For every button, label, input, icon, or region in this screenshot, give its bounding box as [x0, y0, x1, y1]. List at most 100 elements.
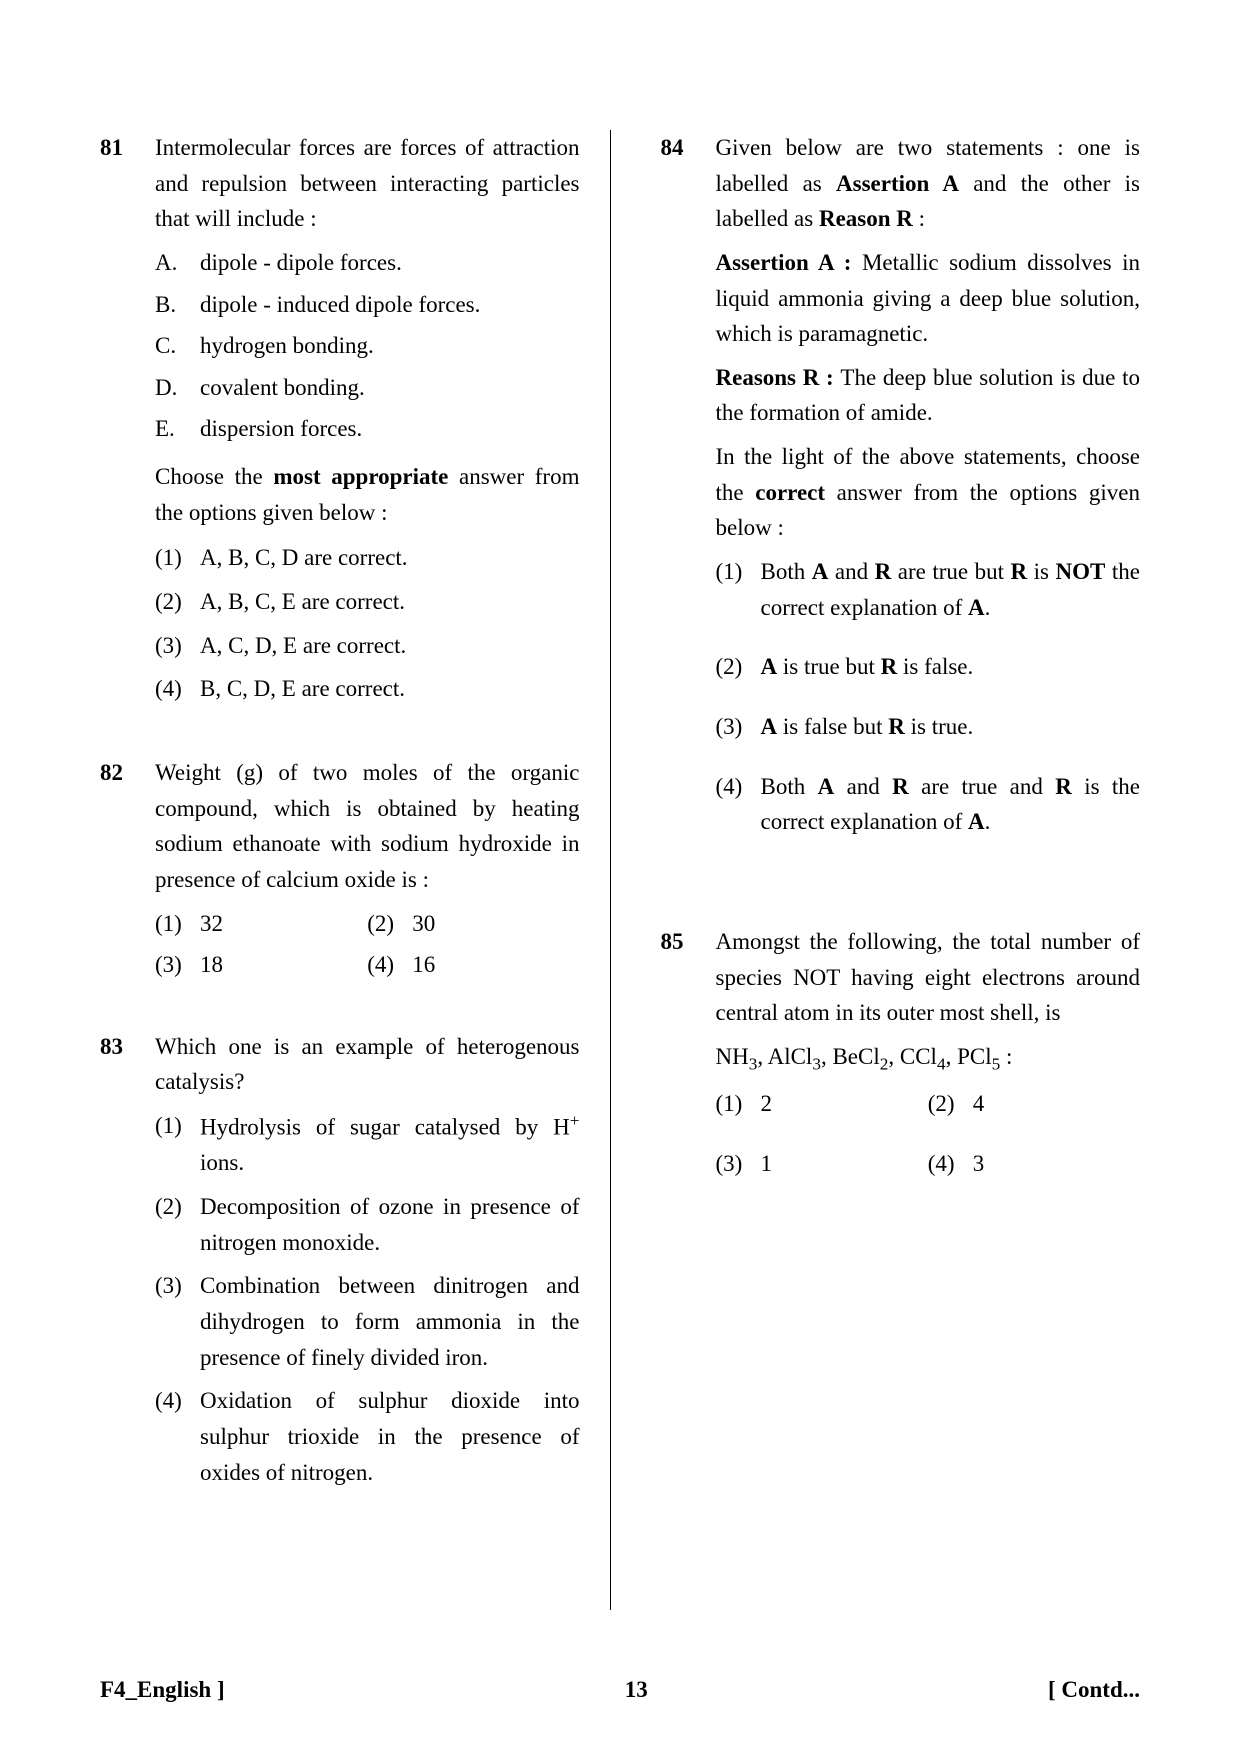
option-text: Combination between dinitrogen and dihyd…: [200, 1268, 580, 1375]
two-column-layout: 81 Intermolecular forces are forces of a…: [100, 130, 1140, 1610]
list-label: D.: [155, 370, 200, 406]
reason: Reasons R : The deep blue solution is du…: [716, 360, 1141, 431]
question-stem: Intermolecular forces are forces of attr…: [155, 130, 580, 237]
option-1: (1) Hydrolysis of sugar catalysed by H+ …: [155, 1108, 580, 1181]
option-text: B, C, D, E are correct.: [200, 671, 405, 707]
option-label: (2): [155, 584, 200, 620]
list-text: dipole - dipole forces.: [200, 245, 402, 281]
option-text: A, B, C, E are correct.: [200, 584, 405, 620]
option-1: (1) A, B, C, D are correct.: [155, 540, 580, 576]
option-4: (4) 16: [367, 947, 579, 983]
option-label: (1): [716, 1086, 761, 1122]
option-text: Both A and R are true but R is NOT the c…: [761, 554, 1141, 625]
list-item-a: A. dipole - dipole forces.: [155, 245, 580, 281]
question-body: Amongst the following, the total number …: [716, 924, 1141, 1206]
list-label: E.: [155, 411, 200, 447]
option-label: (2): [155, 1189, 200, 1260]
question-body: Intermolecular forces are forces of attr…: [155, 130, 580, 715]
option-text: 2: [761, 1086, 773, 1122]
choose-prompt: Choose the most appropriate answer from …: [155, 459, 580, 530]
option-3: (3) 1: [716, 1146, 928, 1182]
opt-post: ions.: [200, 1150, 244, 1175]
assertion-label: Assertion A :: [716, 250, 862, 275]
option-label: (2): [928, 1086, 973, 1122]
option-label: (4): [716, 769, 761, 840]
option-label: (1): [155, 906, 200, 942]
footer-right: [ Contd...: [1048, 1677, 1140, 1703]
option-text: 30: [412, 906, 435, 942]
question-number: 85: [661, 924, 716, 1206]
page-footer: F4_English ] 13 [ Contd...: [100, 1677, 1140, 1703]
option-label: (1): [155, 540, 200, 576]
options: (1) Both A and R are true but R is NOT t…: [716, 554, 1141, 840]
choose-prompt: In the light of the above statements, ch…: [716, 439, 1141, 546]
footer-left: F4_English ]: [100, 1677, 225, 1703]
option-label: (4): [367, 947, 412, 983]
option-row: (3) 1 (4) 3: [716, 1146, 1141, 1182]
list-item-d: D. covalent bonding.: [155, 370, 580, 406]
list-item-e: E. dispersion forces.: [155, 411, 580, 447]
option-label: (2): [716, 649, 761, 685]
option-3: (3) A, C, D, E are correct.: [155, 628, 580, 664]
question-body: Which one is an example of heterogenous …: [155, 1029, 580, 1498]
option-text: 16: [412, 947, 435, 983]
footer-center: 13: [625, 1677, 648, 1703]
option-4: (4) 3: [928, 1146, 1140, 1182]
option-row: (1) 32 (2) 30: [155, 906, 580, 942]
option-label: (1): [155, 1108, 200, 1181]
prompt-bold: correct: [755, 480, 825, 505]
reason-label: Reasons R :: [716, 365, 841, 390]
prompt-bold: most appropriate: [273, 464, 448, 489]
option-4: (4) Both A and R are true and R is the c…: [716, 769, 1141, 840]
question-83: 83 Which one is an example of heterogeno…: [100, 1029, 580, 1498]
option-label: (3): [155, 1268, 200, 1375]
option-2: (2) A, B, C, E are correct.: [155, 584, 580, 620]
option-3: (3) A is false but R is true.: [716, 709, 1141, 745]
list-text: covalent bonding.: [200, 370, 365, 406]
option-1: (1) 2: [716, 1086, 928, 1122]
list-label: B.: [155, 287, 200, 323]
option-text: Both A and R are true and R is the corre…: [761, 769, 1141, 840]
option-text: 1: [761, 1146, 773, 1182]
option-label: (3): [155, 628, 200, 664]
question-body: Given below are two statements : one is …: [716, 130, 1141, 864]
intro-b2: Reason R: [819, 206, 913, 231]
option-text: 32: [200, 906, 223, 942]
option-4: (4) Oxidation of sulphur dioxide into su…: [155, 1383, 580, 1490]
left-column: 81 Intermolecular forces are forces of a…: [100, 130, 611, 1610]
list-text: dipole - induced dipole forces.: [200, 287, 480, 323]
question-84: 84 Given below are two statements : one …: [661, 130, 1141, 864]
option-label: (3): [716, 709, 761, 745]
question-stem: Amongst the following, the total number …: [716, 924, 1141, 1031]
option-text: 4: [973, 1086, 985, 1122]
option-text: Oxidation of sulphur dioxide into sulphu…: [200, 1383, 580, 1490]
option-label: (3): [155, 947, 200, 983]
option-3: (3) Combination between dinitrogen and d…: [155, 1268, 580, 1375]
list-item-c: C. hydrogen bonding.: [155, 328, 580, 364]
question-number: 81: [100, 130, 155, 715]
prompt-pre: Choose the: [155, 464, 273, 489]
option-4: (4) B, C, D, E are correct.: [155, 671, 580, 707]
intro-post: :: [913, 206, 925, 231]
question-stem: Weight (g) of two moles of the organic c…: [155, 755, 580, 898]
question-number: 84: [661, 130, 716, 864]
option-2: (2) A is true but R is false.: [716, 649, 1141, 685]
option-text: A is false but R is true.: [761, 709, 1141, 745]
option-1: (1) Both A and R are true but R is NOT t…: [716, 554, 1141, 625]
option-2: (2) Decomposition of ozone in presence o…: [155, 1189, 580, 1260]
question-body: Weight (g) of two moles of the organic c…: [155, 755, 580, 989]
option-label: (1): [716, 554, 761, 625]
question-number: 83: [100, 1029, 155, 1498]
question-85: 85 Amongst the following, the total numb…: [661, 924, 1141, 1206]
option-label: (3): [716, 1146, 761, 1182]
right-column: 84 Given below are two statements : one …: [651, 130, 1141, 1610]
option-text: A, C, D, E are correct.: [200, 628, 406, 664]
option-2: (2) 4: [928, 1086, 1140, 1122]
question-81: 81 Intermolecular forces are forces of a…: [100, 130, 580, 715]
option-label: (4): [155, 1383, 200, 1490]
formula: NH3, AlCl3, BeCl2, CCl4, PCl5 :: [716, 1039, 1141, 1078]
option-text: Hydrolysis of sugar catalysed by H+ ions…: [200, 1108, 580, 1181]
option-text: 18: [200, 947, 223, 983]
option-text: 3: [973, 1146, 985, 1182]
option-text: Decomposition of ozone in presence of ni…: [200, 1189, 580, 1260]
